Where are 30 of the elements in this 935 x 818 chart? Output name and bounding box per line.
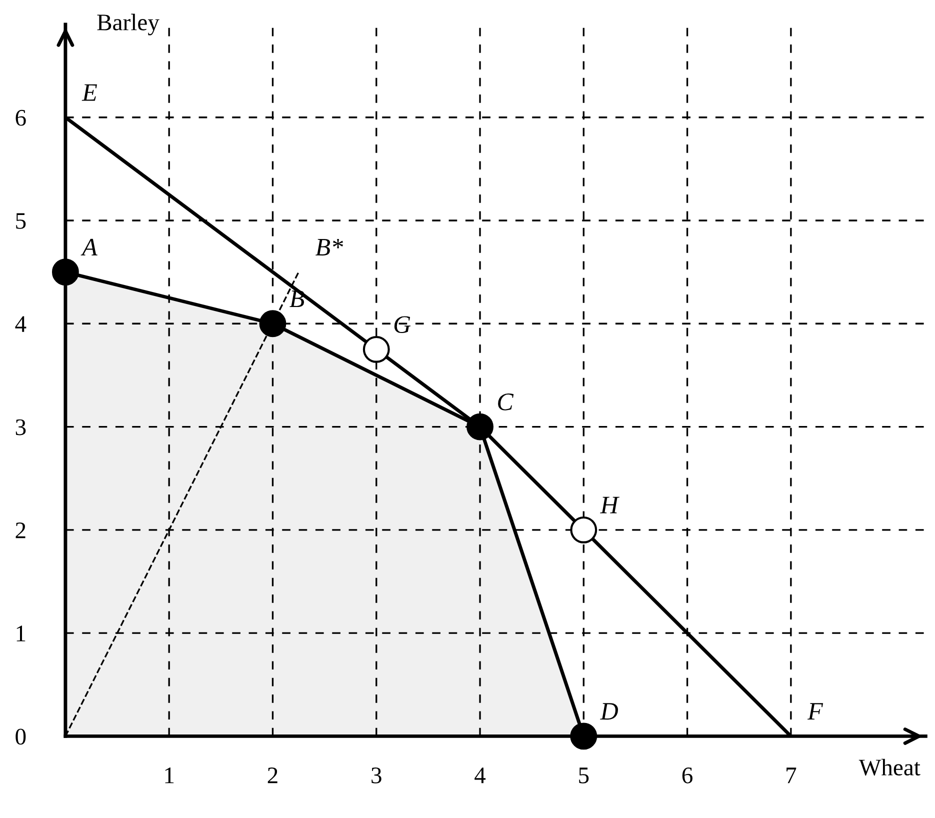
annotation: B* [316,239,344,256]
annotation: E [82,84,97,101]
y-tick-label: 0 [16,728,26,745]
y-tick-label: 5 [16,213,26,229]
x-axis-title: Wheat [858,758,920,776]
annotation: D [600,703,618,720]
x-tick-label: 6 [682,768,692,784]
x-tick-label: 7 [786,768,796,784]
y-tick-label: 3 [16,419,26,436]
annotation: A [80,238,98,256]
point [570,722,598,750]
y-tick-label: 6 [16,110,26,126]
x-tick-label: 3 [372,768,382,784]
y-tick-label: 4 [15,316,26,332]
y-tick-label: 1 [16,626,26,642]
annotation: G [394,316,411,333]
x-tick-label: 2 [268,768,278,784]
point [362,336,390,363]
annotation: C [498,394,514,410]
point [570,516,598,544]
x-tick-label: 4 [474,768,486,784]
point [259,310,286,338]
point [466,413,494,440]
x-tick-label: 5 [579,768,589,784]
x-tick-label: 1 [165,768,174,784]
annotation: F [807,703,824,720]
y-axis-title: Barley [97,14,160,36]
y-tick-label: 2 [16,522,26,538]
annotation: H [600,496,620,514]
point [52,258,79,286]
